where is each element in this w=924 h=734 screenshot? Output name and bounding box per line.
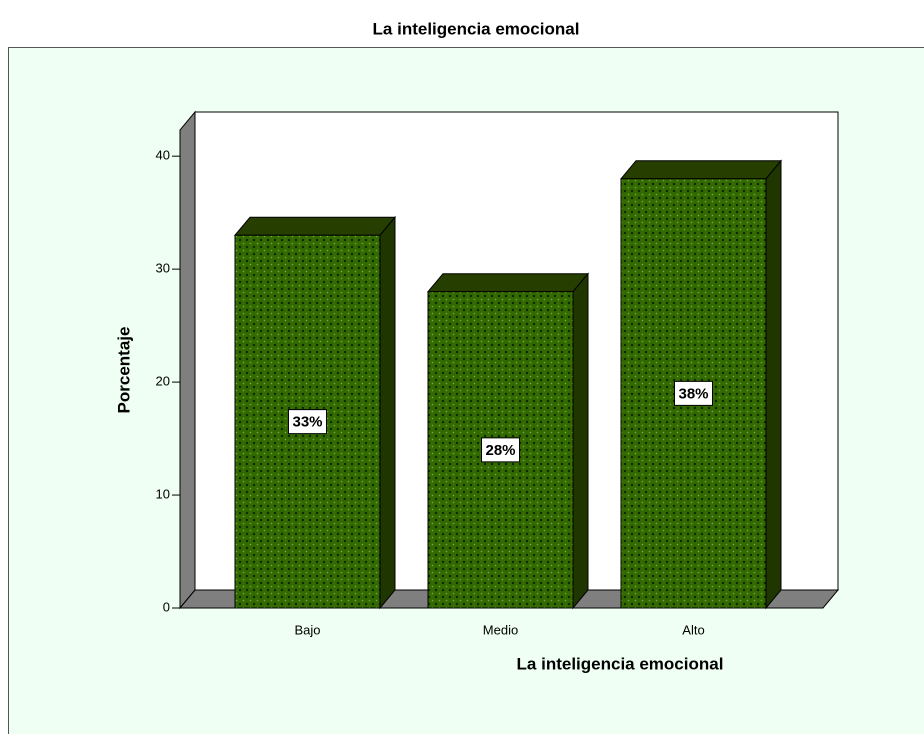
bar-top — [233, 216, 397, 236]
value-label: 28% — [485, 442, 515, 459]
x-tick-label: Medio — [483, 622, 518, 637]
bar-side — [572, 272, 589, 610]
y-tick-label: 40 — [156, 148, 170, 163]
bar-side — [765, 159, 782, 610]
y-tick-label: 10 — [156, 486, 170, 501]
x-tick-label: Alto — [682, 622, 704, 637]
bar-top — [619, 160, 783, 180]
y-axis-title: Porcentaje — [114, 327, 133, 414]
value-label: 33% — [292, 414, 322, 431]
value-label-box — [288, 409, 327, 435]
y-tick-label: 0 — [163, 599, 170, 614]
chart-title: La inteligencia emocional — [373, 19, 580, 38]
x-axis-title: La inteligencia emocional — [517, 654, 724, 673]
value-label-box — [481, 437, 520, 463]
y-tick-label: 20 — [156, 374, 170, 389]
x-tick-label: Bajo — [294, 622, 320, 637]
value-label: 38% — [678, 385, 708, 402]
left-wall — [179, 110, 196, 610]
bar-top — [426, 273, 590, 293]
y-tick-label: 30 — [156, 261, 170, 276]
value-label-box — [674, 380, 713, 406]
bar-side — [379, 215, 396, 610]
